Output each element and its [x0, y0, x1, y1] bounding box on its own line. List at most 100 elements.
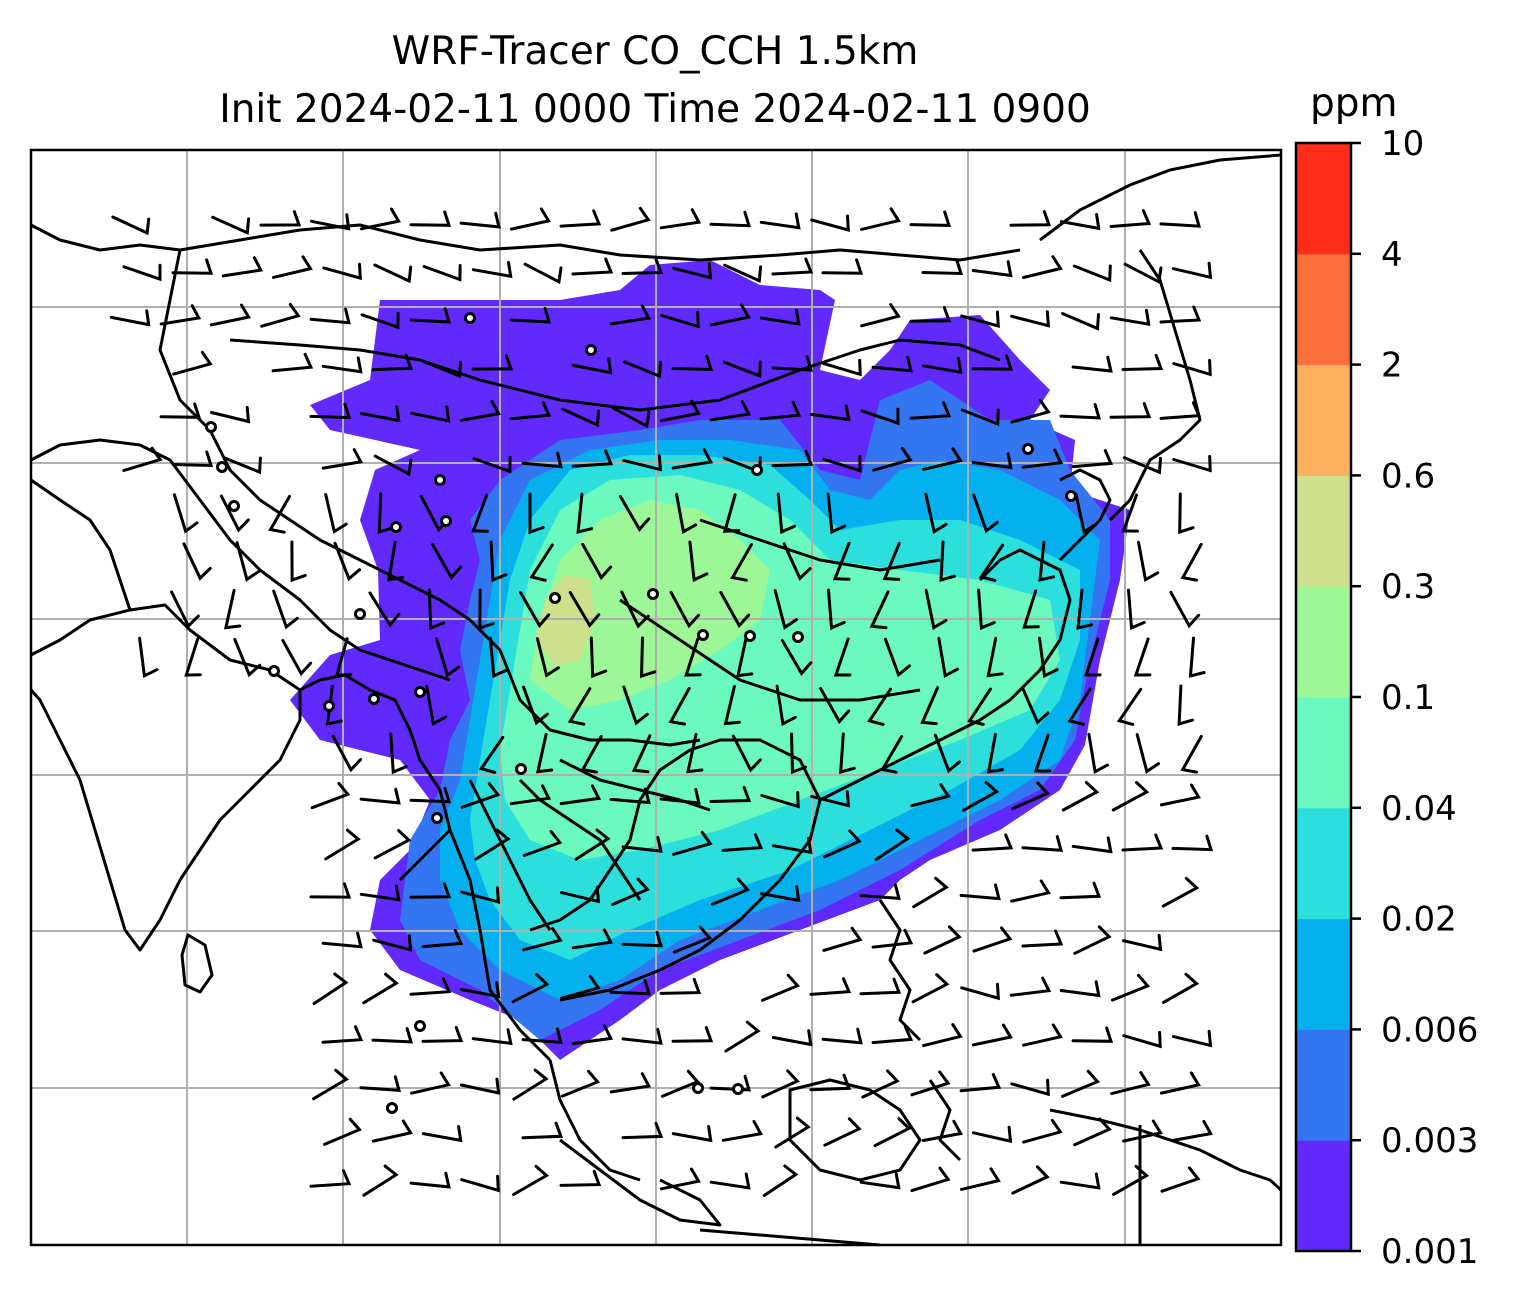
sulawesi	[928, 1079, 962, 1162]
wind-barb	[489, 540, 508, 583]
station-marker	[268, 665, 280, 677]
wind-barb	[959, 883, 1001, 901]
wind-barb	[223, 588, 242, 630]
wind-barb	[724, 1020, 761, 1053]
map-area	[31, 150, 1281, 1245]
colorbar-segment	[1296, 475, 1351, 587]
wind-barb	[1122, 933, 1163, 952]
wind-barb	[860, 303, 901, 328]
china-west-border	[31, 223, 502, 652]
wind-barb	[822, 455, 862, 473]
wind-barb	[621, 1121, 664, 1140]
wind-barb	[359, 1075, 402, 1092]
wind-barb	[1159, 401, 1202, 420]
wind-barb	[871, 355, 913, 373]
yangtze-like	[619, 598, 921, 702]
wind-barb	[422, 360, 462, 379]
wind-barb	[488, 636, 508, 679]
coastlines	[31, 153, 1281, 1245]
wind-barb	[522, 927, 563, 952]
wind-barb	[1084, 637, 1102, 677]
wind-barb	[1073, 925, 1112, 955]
wind-barb	[1020, 686, 1050, 725]
wind-barb	[1061, 1069, 1101, 1098]
wind-barb	[977, 588, 996, 631]
wind-barb	[659, 208, 702, 230]
wind-barb	[1033, 733, 1052, 773]
station-marker	[744, 630, 756, 642]
wind-barb	[960, 982, 1000, 1001]
station-marker	[732, 1083, 744, 1095]
wind-barb	[509, 401, 552, 421]
wind-barb	[631, 734, 652, 774]
wind-barb	[1009, 210, 1052, 227]
wind-barb	[723, 685, 741, 726]
wind-barb	[321, 1025, 364, 1044]
wind-barb	[233, 637, 262, 678]
colorbar-segment	[1296, 807, 1351, 920]
wind-barb	[759, 212, 801, 230]
wind-barb	[972, 926, 1013, 953]
wind-barb	[312, 972, 349, 1005]
wind-barb	[222, 456, 262, 475]
wind-barb	[1059, 1172, 1101, 1190]
wind-barb	[425, 684, 448, 727]
wind-barb	[761, 973, 801, 1002]
wind-barb	[324, 493, 348, 534]
wind-barb	[709, 303, 751, 327]
wind-barb	[823, 1117, 862, 1147]
wind-barb	[333, 541, 362, 582]
wind-barb	[519, 591, 551, 629]
wind-barb	[822, 358, 862, 377]
colorbar-segment	[1296, 586, 1351, 698]
wind-barb	[611, 877, 650, 906]
wind-barb	[972, 493, 999, 534]
wind-barb	[1171, 1119, 1214, 1142]
wind-barb	[1110, 973, 1151, 1002]
wind-barb	[1071, 1026, 1114, 1043]
wind-barb	[1121, 353, 1164, 371]
wind-barb	[921, 258, 964, 276]
wind-barb	[522, 830, 563, 857]
wind-barb	[869, 590, 890, 630]
wind-barb	[373, 454, 413, 477]
wind-barb	[509, 207, 551, 231]
wind-barb	[1169, 590, 1201, 629]
station-marker	[431, 812, 443, 824]
wind-barb	[511, 973, 550, 1004]
wind-barb	[1011, 781, 1050, 811]
wind-barb	[221, 256, 264, 278]
wind-barb	[621, 835, 663, 853]
wind-barb	[959, 1073, 1002, 1093]
wind-barb	[1076, 588, 1094, 630]
wind-barb	[910, 783, 951, 808]
wind-barb	[1071, 836, 1113, 854]
wind-barb	[360, 311, 400, 330]
wind-barb	[609, 787, 651, 805]
wind-barb	[1010, 310, 1051, 328]
wind-barb	[182, 542, 212, 581]
wind-barb	[639, 636, 657, 679]
wind-barb	[309, 213, 351, 231]
wind-barb	[325, 684, 343, 726]
wind-barb	[971, 260, 1013, 278]
wind-barb	[312, 1068, 349, 1101]
wind-barb	[472, 455, 512, 474]
wind-barb	[138, 636, 159, 679]
colorbar-tick-label: 0.003	[1381, 1121, 1478, 1161]
wind-barb	[1038, 636, 1059, 679]
wind-barb	[661, 1069, 701, 1098]
wind-barb	[883, 637, 911, 678]
station-marker	[216, 461, 228, 473]
station-marker	[354, 608, 366, 620]
wind-barb	[421, 929, 464, 949]
wind-barb	[409, 977, 452, 996]
station-marker	[697, 629, 709, 641]
wind-barb	[1059, 213, 1101, 231]
wind-barb	[809, 977, 852, 996]
wind-barb	[910, 1070, 951, 1097]
wind-barb	[910, 1166, 951, 1193]
wind-barb	[171, 258, 214, 275]
wind-barb	[373, 829, 412, 860]
wind-barb	[362, 1164, 399, 1197]
